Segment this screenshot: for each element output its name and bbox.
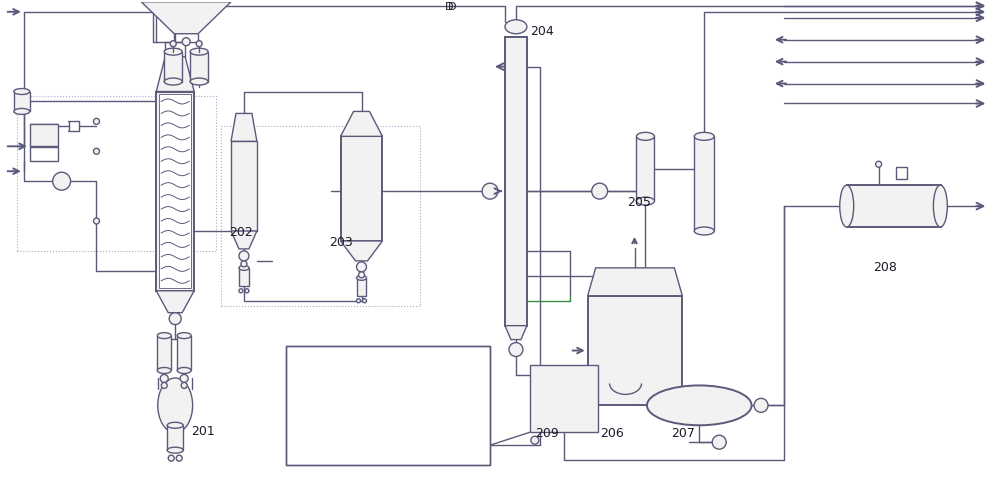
Bar: [14, 92, 30, 112]
Ellipse shape: [177, 332, 191, 338]
Bar: [341, 136, 382, 241]
Circle shape: [160, 374, 168, 382]
Circle shape: [531, 436, 539, 444]
Text: 208: 208: [874, 261, 897, 274]
Polygon shape: [156, 56, 194, 92]
Circle shape: [239, 251, 249, 261]
Bar: [159, 94, 191, 288]
Circle shape: [182, 38, 190, 46]
Text: 209: 209: [535, 427, 559, 440]
Circle shape: [482, 183, 498, 199]
Polygon shape: [231, 231, 257, 249]
Polygon shape: [588, 268, 682, 296]
Circle shape: [357, 298, 361, 302]
Text: D: D: [445, 2, 454, 12]
Bar: [167, 426, 183, 450]
Circle shape: [94, 118, 99, 124]
Ellipse shape: [636, 132, 654, 140]
Bar: [231, 142, 257, 231]
Bar: [505, 36, 527, 326]
Bar: [588, 296, 682, 406]
Bar: [30, 124, 58, 146]
Bar: [847, 185, 941, 227]
Bar: [636, 136, 654, 201]
Circle shape: [170, 40, 176, 46]
Polygon shape: [231, 114, 257, 141]
Polygon shape: [505, 326, 527, 340]
Circle shape: [168, 455, 174, 461]
Ellipse shape: [158, 378, 193, 432]
Circle shape: [181, 382, 187, 388]
Bar: [156, 92, 194, 291]
Bar: [896, 167, 907, 179]
Ellipse shape: [157, 332, 171, 338]
Bar: [530, 364, 598, 432]
Circle shape: [94, 218, 99, 224]
Circle shape: [876, 162, 882, 167]
Ellipse shape: [933, 185, 947, 227]
Circle shape: [592, 183, 608, 199]
Ellipse shape: [167, 447, 183, 453]
Bar: [221, 126, 420, 306]
Circle shape: [94, 148, 99, 154]
Circle shape: [239, 289, 243, 293]
Circle shape: [196, 40, 202, 46]
Circle shape: [169, 312, 181, 324]
Ellipse shape: [190, 78, 208, 85]
Text: 201: 201: [191, 425, 215, 438]
Circle shape: [53, 172, 71, 190]
Text: 205: 205: [628, 196, 651, 209]
Text: 204: 204: [530, 24, 554, 38]
Bar: [164, 52, 182, 82]
Text: D: D: [448, 2, 457, 12]
Bar: [190, 52, 208, 82]
Polygon shape: [341, 241, 382, 261]
Ellipse shape: [694, 132, 714, 140]
Bar: [177, 336, 191, 370]
Ellipse shape: [190, 48, 208, 55]
Bar: [286, 346, 490, 465]
Text: 203: 203: [329, 236, 352, 249]
Circle shape: [754, 398, 768, 412]
Circle shape: [241, 261, 247, 267]
Text: 202: 202: [229, 226, 253, 239]
Ellipse shape: [647, 386, 752, 426]
Ellipse shape: [164, 48, 182, 55]
Polygon shape: [141, 2, 231, 34]
Bar: [357, 278, 366, 296]
Ellipse shape: [840, 185, 854, 227]
Ellipse shape: [157, 368, 171, 374]
Ellipse shape: [167, 422, 183, 428]
Ellipse shape: [14, 88, 30, 94]
Bar: [157, 336, 171, 370]
Text: 206: 206: [600, 427, 623, 440]
Ellipse shape: [164, 78, 182, 85]
Circle shape: [712, 435, 726, 449]
Bar: [694, 136, 714, 231]
Bar: [69, 122, 79, 132]
Polygon shape: [341, 112, 382, 136]
Circle shape: [359, 272, 365, 278]
Ellipse shape: [177, 368, 191, 374]
Polygon shape: [156, 291, 194, 312]
Ellipse shape: [505, 20, 527, 34]
Circle shape: [176, 455, 182, 461]
Circle shape: [509, 342, 523, 356]
Circle shape: [180, 374, 188, 382]
Ellipse shape: [694, 227, 714, 235]
Ellipse shape: [357, 276, 366, 280]
Circle shape: [161, 382, 167, 388]
Circle shape: [245, 289, 249, 293]
Bar: [30, 148, 58, 162]
Text: 207: 207: [671, 427, 695, 440]
Circle shape: [357, 262, 366, 272]
Ellipse shape: [636, 197, 654, 205]
Bar: [17, 96, 216, 251]
Ellipse shape: [14, 108, 30, 114]
Bar: [239, 268, 249, 286]
Circle shape: [363, 298, 366, 302]
Ellipse shape: [239, 266, 249, 270]
